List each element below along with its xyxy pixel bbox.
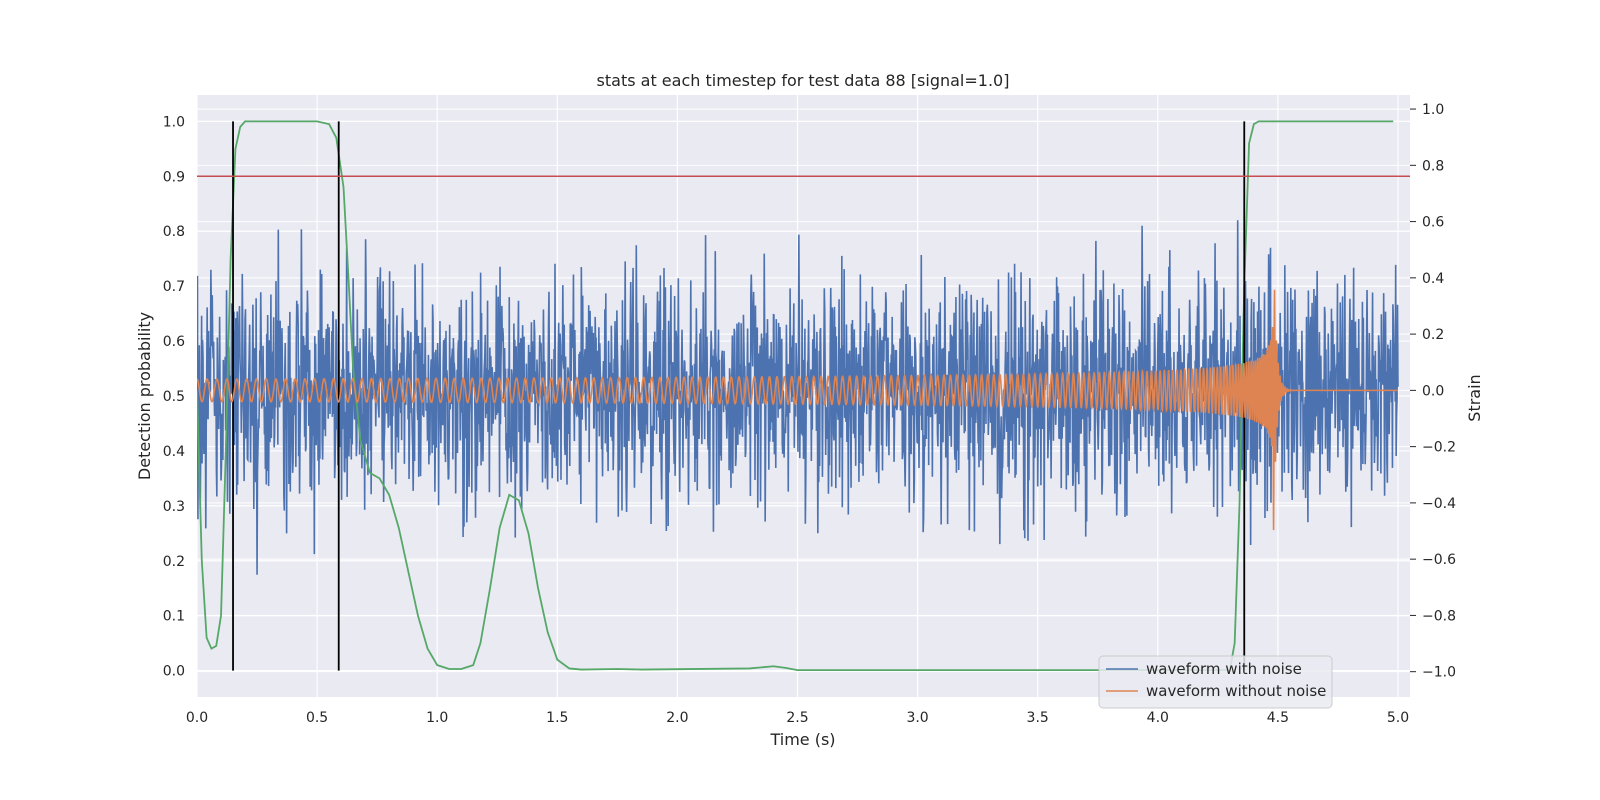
detection-layer	[197, 120, 1394, 671]
y-left-tick-label: 1.0	[163, 114, 185, 130]
y-left-tick-label: 0.8	[163, 224, 185, 240]
y-left-tick-label: 0.5	[163, 389, 185, 405]
detection-probability-line	[197, 120, 1394, 671]
y-right-tick-label: −0.6	[1422, 552, 1456, 568]
waveform-with-noise-line	[197, 220, 1399, 575]
y-right-tick-label: −0.2	[1422, 440, 1456, 456]
y-left-tick-label: 0.7	[163, 279, 185, 295]
y-right-tick-label: 0.8	[1422, 158, 1444, 174]
y-right-tick-label: 1.0	[1422, 102, 1444, 118]
y-right-tick-label: −0.4	[1422, 496, 1456, 512]
y-right-tick-label: −1.0	[1422, 665, 1456, 681]
y-axis-left-label: Detection probability	[135, 312, 154, 480]
x-tick-label: 4.5	[1267, 710, 1289, 726]
y-left-tick-label: 0.3	[163, 499, 185, 515]
y-right-tick-label: 0.4	[1422, 271, 1444, 287]
x-tick-label: 3.0	[906, 710, 928, 726]
y-right-tick-label: −0.8	[1422, 608, 1456, 624]
x-tick-labels: 0.0 0.5 1.0 1.5 2.0 2.5 3.0 3.5 4.0 4.5 5.0	[186, 710, 1409, 726]
y-left-tick-label: 0.1	[163, 609, 185, 625]
y-left-tick-labels: 0.0 0.1 0.2 0.3 0.4 0.5 0.6 0.7 0.8 0.9 1.0	[163, 114, 185, 679]
x-tick-label: 0.5	[306, 710, 328, 726]
legend-label-noise: waveform with noise	[1146, 660, 1302, 678]
x-tick-label: 1.5	[546, 710, 568, 726]
legend-label-clean: waveform without noise	[1146, 682, 1326, 700]
chart-title: stats at each timestep for test data 88 …	[597, 71, 1010, 90]
x-axis-label: Time (s)	[769, 730, 835, 749]
noise-layer	[197, 220, 1399, 575]
legend: waveform with noise waveform without noi…	[1098, 655, 1333, 709]
y-left-tick-label: 0.2	[163, 554, 185, 570]
x-tick-label: 4.0	[1147, 710, 1169, 726]
y-left-tick-label: 0.6	[163, 334, 185, 350]
x-tick-label: 3.5	[1027, 710, 1049, 726]
legend-box	[1098, 655, 1333, 709]
x-tick-label: 2.5	[786, 710, 808, 726]
y-right-tick-label: 0.2	[1422, 327, 1444, 343]
y-left-tick-label: 0.4	[163, 444, 185, 460]
chirp-layer	[197, 289, 1398, 531]
y-left-tick-label: 0.0	[163, 664, 185, 680]
x-tick-label: 5.0	[1387, 710, 1409, 726]
x-tick-label: 2.0	[666, 710, 688, 726]
y-right-tick-label: 0.6	[1422, 215, 1444, 231]
waveform-without-noise-line	[197, 289, 1398, 531]
y-right-tick-label: 0.0	[1422, 383, 1444, 399]
x-tick-label: 1.0	[426, 710, 448, 726]
y-axis-right-label: Strain	[1465, 374, 1484, 421]
y-right-tick-labels: −1.0 −0.8 −0.6 −0.4 −0.2 0.0 0.2 0.4 0.6 0.8 1.0	[1410, 102, 1456, 681]
x-tick-label: 0.0	[186, 710, 208, 726]
y-left-tick-label: 0.9	[163, 169, 185, 185]
